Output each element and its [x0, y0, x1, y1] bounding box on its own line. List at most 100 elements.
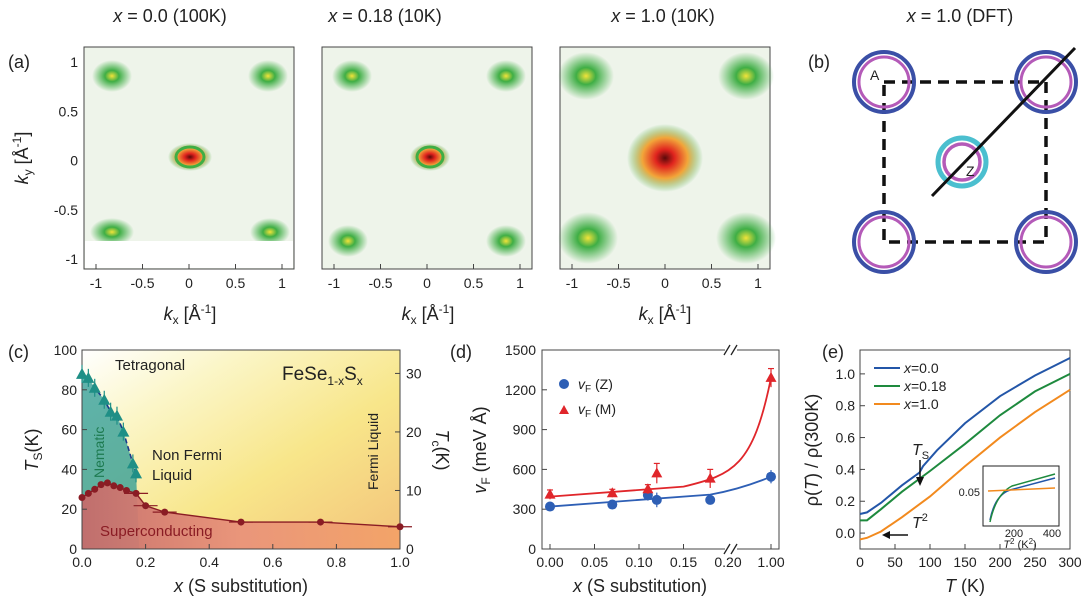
arpes-map-x0: -1 -0.5 0 0.5 1 — [83, 46, 295, 291]
ts-point — [82, 371, 95, 383]
d-xtick-label: 0.15 — [670, 554, 697, 570]
a-ytick-label: -1 — [66, 251, 79, 267]
ts-point — [98, 393, 111, 405]
tc-point — [84, 489, 92, 497]
e-xtick-label: 150 — [953, 554, 977, 570]
arpes-spot — [332, 60, 372, 92]
resistivity-curve — [859, 357, 1071, 515]
panel-label-d: (d) — [450, 342, 472, 362]
panel-e: 0 50 100 150 200 250 300 0.0 0.2 0.4 0.6 0.8 1.0 x=0… — [802, 349, 1081, 596]
d-ytick-label: 1200 — [505, 382, 536, 398]
resistivity-curve — [859, 388, 1071, 541]
arpes-spot — [92, 60, 132, 92]
arpes-spot — [248, 60, 288, 92]
ts-point — [117, 425, 130, 437]
a-ytick-label: 0 — [70, 153, 78, 169]
vfz-point — [545, 501, 555, 512]
brillouin-zone — [882, 80, 1048, 244]
e-ytick-label: 0.6 — [836, 430, 856, 446]
panel-a-yticks: 1 0.5 0 -0.5 -1 — [54, 54, 89, 267]
arpes-spot — [718, 52, 774, 100]
e-xtick-label: 250 — [1023, 554, 1047, 570]
c-ylabel-right: Tc(K) — [429, 430, 452, 471]
e-xtick-label: 50 — [887, 554, 903, 570]
ts-point — [88, 381, 101, 393]
panel-d-axes: 0.00 0.05 0.10 0.15 0.20 1.00 0 300 600 900 1200 15… — [505, 342, 785, 570]
d-ytick-label: 1500 — [505, 342, 536, 358]
label-A: A — [870, 67, 880, 83]
cut-line — [930, 46, 1077, 198]
a-xtick-label: 0 — [185, 275, 193, 291]
arpes-map-x1: -1 -0.5 0 0.5 1 — [558, 46, 776, 291]
c-xtick-label: 0.6 — [263, 554, 283, 570]
d-ytick-label: 900 — [513, 422, 537, 438]
c-xtick-label: 0.2 — [136, 554, 156, 570]
c-ytick-right-label: 20 — [406, 424, 422, 440]
c-region-nfl-2: Liquid — [152, 467, 192, 484]
ts-annotation: TS — [912, 442, 929, 486]
a-xtick-label: 1 — [278, 275, 286, 291]
vfz-point — [651, 494, 662, 505]
tc-point — [97, 481, 105, 489]
tc-point — [103, 479, 111, 487]
panel-a-xlabel-3: kx [Å-1] — [639, 302, 692, 327]
arpes-spot — [328, 225, 368, 257]
axis-break — [723, 344, 738, 555]
title-b: x = 1.0 (DFT) — [906, 6, 1014, 26]
d-ytick-label: 600 — [513, 461, 537, 477]
label-Z: Z — [966, 163, 975, 179]
e-ytick-label: 0.8 — [836, 398, 856, 414]
svg-text:x=1.0: x=1.0 — [903, 396, 939, 412]
arpes-spot — [558, 212, 618, 264]
c-ytick-right-label: 10 — [406, 482, 422, 498]
arpes-spot — [558, 52, 614, 100]
d-ylabel: vF (meV Å) — [470, 406, 493, 493]
d-legend: vF (Z) vF (M) — [559, 376, 616, 420]
resistivity-curve — [860, 372, 1071, 522]
a-xtick-label: -1 — [328, 275, 341, 291]
panel-label-e: (e) — [822, 342, 844, 362]
svg-text:T2: T2 — [912, 512, 928, 532]
c-region-fermi: Fermi Liquid — [365, 413, 381, 490]
vfz-point — [607, 499, 618, 510]
e-xlabel: T (K) — [945, 576, 985, 596]
panel-a: ky [Å-1] 1 0.5 0 -0.5 -1 -1 -0.5 0 0.5 1 -1 -0.5 0… — [10, 46, 776, 327]
vfm-point — [704, 472, 716, 483]
d-xtick-label: 0.10 — [625, 554, 652, 570]
inset-xtick-2: 400 — [1043, 528, 1061, 540]
arpes-spot — [716, 212, 776, 264]
vfm-point — [642, 483, 654, 494]
arpes-spot — [486, 225, 526, 257]
vfm-point — [606, 487, 618, 498]
panel-e-marks — [859, 357, 1071, 541]
tc-point — [142, 502, 150, 510]
panel-a-ylabel: ky [Å-1] — [10, 132, 35, 185]
svg-text:TS: TS — [912, 442, 929, 462]
c-ytick-label: 80 — [61, 382, 77, 398]
d-xlabel: x (S substitution) — [572, 576, 707, 596]
tc-point — [161, 508, 169, 516]
tc-point — [132, 489, 140, 497]
e-ytick-label: 0.2 — [836, 493, 856, 509]
svg-text:vF (M): vF (M) — [578, 401, 616, 420]
arpes-map-x018: -1 -0.5 0 0.5 1 — [321, 46, 533, 291]
a-xtick-label: 1 — [754, 275, 762, 291]
arpes-spot — [90, 218, 134, 246]
c-xtick-label: 0.8 — [327, 554, 347, 570]
panel-e-axes: 0 50 100 150 200 250 300 0.0 0.2 0.4 0.6 0.8 1.0 — [836, 366, 1081, 570]
c-ytick-label: 100 — [54, 342, 78, 358]
inset-xlabel: T2 (K2) — [1003, 537, 1036, 551]
c-xtick-label: 1.0 — [390, 554, 410, 570]
c-ytick-label: 40 — [61, 461, 77, 477]
svg-text:x = 0.0 (100K): x = 0.0 (100K) — [112, 6, 227, 26]
panel-label-b: (b) — [808, 52, 830, 72]
fermi-pocket-corner — [1014, 50, 1078, 114]
fermi-pocket-corner — [1014, 210, 1078, 274]
vfz-point — [766, 471, 776, 482]
fermi-pocket-corner — [852, 50, 916, 114]
e-xtick-label: 200 — [988, 554, 1012, 570]
d-xtick-label: 0.05 — [581, 554, 608, 570]
